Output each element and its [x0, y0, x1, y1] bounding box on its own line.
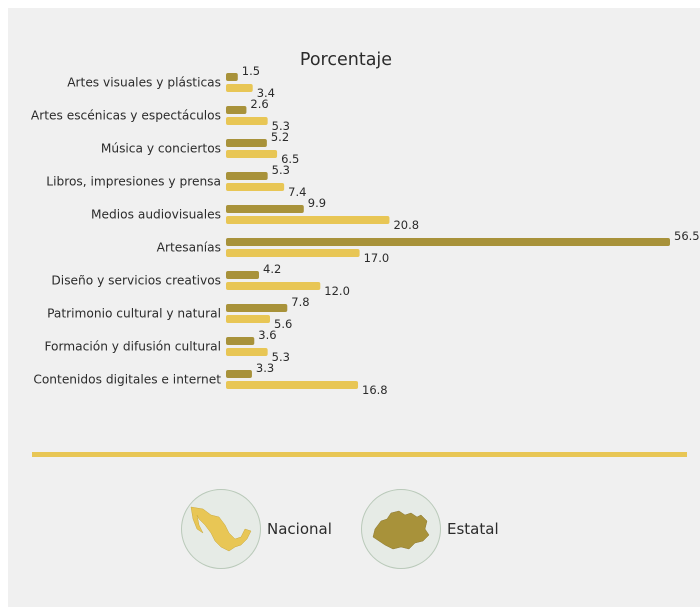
legend-item-estatal: Estatal — [361, 489, 499, 569]
bar-estatal — [226, 216, 390, 224]
category-label: Contenidos digitales e internet — [33, 373, 221, 387]
data-label-estatal: 16.8 — [362, 383, 388, 397]
bar-estatal — [226, 117, 268, 125]
bar-nacional — [226, 271, 260, 279]
category-label: Diseño y servicios creativos — [51, 274, 221, 288]
mexico-map-icon — [181, 489, 261, 569]
data-label-estatal: 5.3 — [272, 119, 290, 133]
data-label-estatal: 20.8 — [393, 218, 419, 232]
state-map-icon — [361, 489, 441, 569]
data-label-estatal: 3.4 — [257, 86, 275, 100]
legend-label-nacional: Nacional — [267, 520, 332, 538]
bar-estatal — [226, 282, 321, 290]
chart-title: Porcentaje — [299, 50, 393, 70]
data-label-estatal: 12.0 — [324, 284, 350, 298]
bar-nacional — [226, 73, 238, 81]
bar-estatal — [226, 249, 360, 257]
bar-nacional — [226, 172, 268, 180]
category-label: Artes visuales y plásticas — [67, 76, 221, 90]
category-label: Libros, impresiones y prensa — [46, 175, 221, 189]
legend-item-nacional: Nacional — [181, 489, 332, 569]
bar-estatal — [226, 315, 271, 323]
data-label-nacional: 2.6 — [250, 97, 268, 111]
bar-nacional — [226, 337, 255, 345]
data-label-nacional: 3.6 — [258, 328, 276, 342]
category-label: Formación y difusión cultural — [44, 340, 221, 354]
bar-nacional — [226, 304, 288, 312]
bar-estatal — [226, 150, 278, 158]
data-label-nacional: 5.3 — [272, 163, 290, 177]
data-label-nacional: 3.3 — [256, 361, 274, 375]
category-label: Patrimonio cultural y natural — [47, 307, 221, 321]
bar-estatal — [226, 348, 268, 356]
data-label-nacional: 1.5 — [242, 64, 260, 78]
category-label: Música y conciertos — [101, 142, 221, 156]
data-label-estatal: 6.5 — [281, 152, 299, 166]
bar-estatal — [226, 381, 359, 389]
category-label: Medios audiovisuales — [91, 208, 221, 222]
data-label-estatal: 5.3 — [272, 350, 290, 364]
data-label-estatal: 5.6 — [274, 317, 292, 331]
bar-nacional — [226, 370, 252, 378]
data-label-nacional: 9.9 — [308, 196, 326, 210]
legend-label-estatal: Estatal — [447, 520, 499, 538]
data-label-nacional: 7.8 — [291, 295, 309, 309]
data-label-estatal: 7.4 — [288, 185, 306, 199]
bar-chart: Artes visuales y plásticas 1.5 3.4 Artes es… — [31, 64, 700, 397]
category-label: Artesanías — [157, 241, 221, 255]
bar-nacional — [226, 238, 670, 246]
data-label-nacional: 5.2 — [271, 130, 289, 144]
bar-estatal — [226, 84, 253, 92]
chart-panel — [8, 8, 700, 607]
data-label-nacional: 56.5 — [674, 229, 700, 243]
category-label: Artes escénicas y espectáculos — [31, 109, 221, 123]
divider-line — [32, 452, 687, 457]
data-label-estatal: 17.0 — [364, 251, 390, 265]
data-label-nacional: 4.2 — [263, 262, 281, 276]
bar-nacional — [226, 106, 247, 114]
bar-estatal — [226, 183, 285, 191]
bar-nacional — [226, 205, 304, 213]
bar-nacional — [226, 139, 267, 147]
